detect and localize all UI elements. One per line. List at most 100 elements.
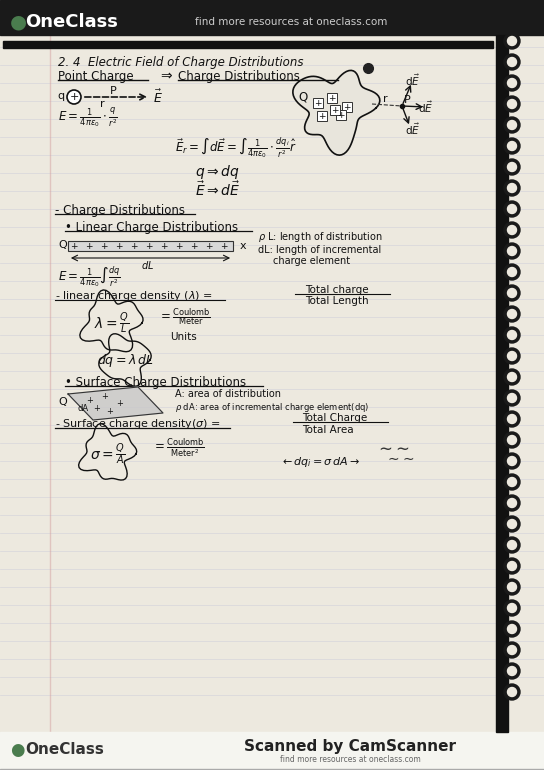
- Text: $E = \frac{1}{4\pi\varepsilon_0} \int \frac{dq}{r^2}$: $E = \frac{1}{4\pi\varepsilon_0} \int \f…: [58, 265, 121, 290]
- Text: +: +: [116, 399, 123, 407]
- Text: - linear charge density ($\lambda$) =: - linear charge density ($\lambda$) =: [55, 289, 213, 303]
- Bar: [0, 0, 544, 35]
- Circle shape: [504, 663, 520, 679]
- Circle shape: [508, 205, 516, 213]
- Text: r: r: [100, 99, 104, 109]
- Text: ●: ●: [10, 741, 24, 759]
- Text: Point Charge: Point Charge: [58, 69, 134, 82]
- Text: +: +: [100, 242, 108, 250]
- Circle shape: [504, 684, 520, 700]
- Bar: [327, 93, 337, 103]
- Circle shape: [504, 180, 520, 196]
- Circle shape: [504, 264, 520, 280]
- Text: +: +: [205, 242, 213, 250]
- Circle shape: [504, 369, 520, 385]
- Polygon shape: [99, 333, 151, 387]
- Circle shape: [504, 201, 520, 217]
- Text: A: area of distribution: A: area of distribution: [175, 389, 281, 399]
- Circle shape: [504, 495, 520, 511]
- Text: Total Charge: Total Charge: [302, 413, 367, 423]
- Bar: [0, 732, 544, 770]
- Text: OneClass: OneClass: [25, 742, 104, 758]
- Circle shape: [504, 159, 520, 175]
- Text: ●: ●: [10, 12, 27, 32]
- Circle shape: [508, 436, 516, 444]
- Text: Q: Q: [58, 397, 67, 407]
- Text: $\vec{E}$: $\vec{E}$: [153, 89, 163, 105]
- Text: $\lambda = \frac{Q}{L}$: $\lambda = \frac{Q}{L}$: [94, 310, 130, 336]
- Text: +: +: [314, 99, 322, 108]
- Circle shape: [504, 411, 520, 427]
- Text: +: +: [86, 396, 94, 404]
- Text: $q  \Rightarrow  dq$: $q \Rightarrow dq$: [195, 163, 240, 181]
- Circle shape: [508, 330, 516, 340]
- Circle shape: [504, 138, 520, 154]
- Circle shape: [504, 96, 520, 112]
- Circle shape: [504, 579, 520, 595]
- Text: $= \frac{\mathrm{Coulomb}}{\mathrm{Meter}}$: $= \frac{\mathrm{Coulomb}}{\mathrm{Meter…: [158, 306, 211, 327]
- Circle shape: [504, 117, 520, 133]
- Text: +: +: [102, 391, 108, 400]
- Text: d$\vec{E}$: d$\vec{E}$: [418, 99, 433, 115]
- Circle shape: [504, 474, 520, 490]
- Text: Q: Q: [298, 91, 307, 103]
- Text: dL: length of incremental: dL: length of incremental: [258, 245, 381, 255]
- Bar: [330, 105, 340, 115]
- Bar: [496, 35, 508, 732]
- Text: $\sim\!\sim$: $\sim\!\sim$: [385, 451, 415, 465]
- Text: $\vec{E}  \Rightarrow  d\vec{E}$: $\vec{E} \Rightarrow d\vec{E}$: [195, 181, 240, 199]
- Circle shape: [504, 33, 520, 49]
- Circle shape: [504, 54, 520, 70]
- Circle shape: [504, 621, 520, 637]
- Circle shape: [508, 183, 516, 192]
- Circle shape: [504, 348, 520, 364]
- Circle shape: [508, 226, 516, 235]
- Bar: [68, 241, 233, 251]
- Text: Total Area: Total Area: [302, 425, 354, 435]
- Circle shape: [504, 453, 520, 469]
- Text: $dL$: $dL$: [141, 259, 154, 271]
- Text: Q: Q: [58, 240, 67, 250]
- Text: Total charge: Total charge: [305, 285, 369, 295]
- Circle shape: [508, 561, 516, 571]
- Text: x: x: [240, 241, 246, 251]
- Bar: [317, 111, 327, 121]
- Circle shape: [504, 432, 520, 448]
- Circle shape: [504, 327, 520, 343]
- Text: ⇒: ⇒: [160, 69, 171, 83]
- Text: +: +: [337, 111, 345, 119]
- Text: +: +: [190, 242, 198, 250]
- Text: OneClass: OneClass: [25, 13, 118, 31]
- Circle shape: [508, 645, 516, 654]
- Circle shape: [504, 306, 520, 322]
- Text: q: q: [57, 91, 64, 101]
- Circle shape: [508, 267, 516, 276]
- Circle shape: [508, 393, 516, 403]
- Text: - Surface charge density($\sigma$) =: - Surface charge density($\sigma$) =: [55, 417, 221, 431]
- Circle shape: [508, 36, 516, 45]
- Bar: [0, 769, 544, 770]
- Circle shape: [508, 414, 516, 424]
- Circle shape: [508, 624, 516, 634]
- Text: +: +: [107, 407, 114, 416]
- Text: $\rho$ dA: area of incremental charge element(dq): $\rho$ dA: area of incremental charge el…: [175, 400, 369, 413]
- Circle shape: [504, 243, 520, 259]
- Circle shape: [508, 667, 516, 675]
- Text: Total Length: Total Length: [305, 296, 369, 306]
- Circle shape: [508, 688, 516, 697]
- Circle shape: [508, 246, 516, 256]
- Text: +: +: [343, 102, 351, 112]
- Text: 2. 4  Electric Field of Charge Distributions: 2. 4 Electric Field of Charge Distributi…: [58, 55, 304, 69]
- Circle shape: [504, 390, 520, 406]
- Circle shape: [508, 289, 516, 297]
- Polygon shape: [80, 290, 143, 352]
- Circle shape: [508, 477, 516, 487]
- Text: • Surface Charge Distributions: • Surface Charge Distributions: [65, 376, 246, 389]
- Text: $\sim\!\sim$: $\sim\!\sim$: [375, 439, 410, 457]
- Circle shape: [504, 516, 520, 532]
- Text: +: +: [331, 105, 339, 115]
- Text: +: +: [175, 242, 183, 250]
- Polygon shape: [293, 70, 380, 155]
- Text: $\vec{E}_r = \int d\vec{E} = \int \frac{1}{4\pi\varepsilon_0} \cdot \frac{dq_i}{: $\vec{E}_r = \int d\vec{E} = \int \frac{…: [175, 136, 297, 160]
- Circle shape: [508, 99, 516, 109]
